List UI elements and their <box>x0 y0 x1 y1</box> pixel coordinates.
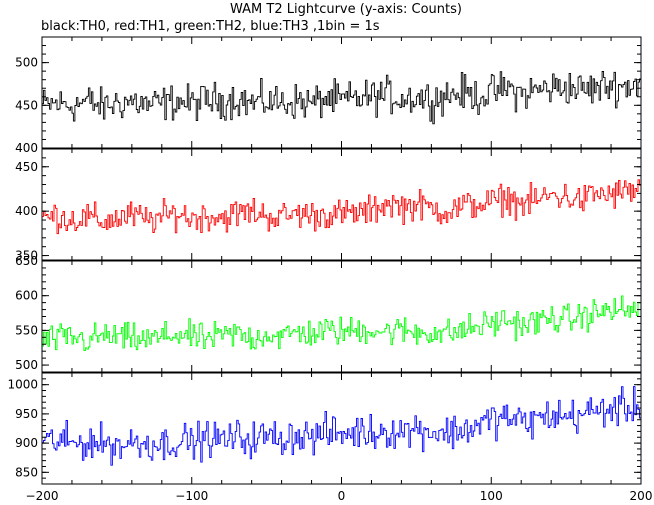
y-tick-label: 1000 <box>7 378 38 392</box>
panel-th3: 850 900 950 1000 <box>7 372 642 485</box>
panel-th2: 500 550 600 650 <box>15 254 642 373</box>
series-line-th3 <box>42 386 641 466</box>
panel-th1: 350 400 450 <box>15 148 642 263</box>
panels-group: 400 450 500 350 400 450 500 550 600 650 850 900 950 1… <box>7 36 642 485</box>
y-tick-label: 400 <box>15 141 38 155</box>
y-tick-label: 400 <box>15 204 38 218</box>
y-tick-label: 650 <box>15 254 38 268</box>
y-tick-label: 500 <box>15 56 38 70</box>
y-tick-label: 500 <box>15 358 38 372</box>
y-tick-label: 850 <box>15 465 38 479</box>
chart-subtitle: black:TH0, red:TH1, green:TH2, blue:TH3 … <box>41 19 380 34</box>
y-tick-label: 950 <box>15 407 38 421</box>
panel-frame <box>41 372 642 485</box>
y-tick-label: 550 <box>15 323 38 337</box>
x-tick-label: 100 <box>480 489 503 503</box>
series-line-th0 <box>42 71 641 125</box>
series-line-th1 <box>42 179 641 235</box>
y-tick-label: 350 <box>15 249 38 263</box>
x-axis: −200 −100 0 100 200 <box>26 489 653 503</box>
series-line-th2 <box>42 295 641 351</box>
x-tick-label: 0 <box>338 489 346 503</box>
y-tick-label: 450 <box>15 98 38 112</box>
y-tick-label: 900 <box>15 436 38 450</box>
x-tick-label: −100 <box>175 489 208 503</box>
y-tick-label: 450 <box>15 160 38 174</box>
chart-title: WAM T2 Lightcurve (y-axis: Counts) <box>230 2 462 17</box>
panel-th0: 400 450 500 <box>15 36 642 155</box>
x-tick-label: 200 <box>630 489 653 503</box>
x-tick-label: −200 <box>26 489 59 503</box>
y-tick-label: 600 <box>15 289 38 303</box>
